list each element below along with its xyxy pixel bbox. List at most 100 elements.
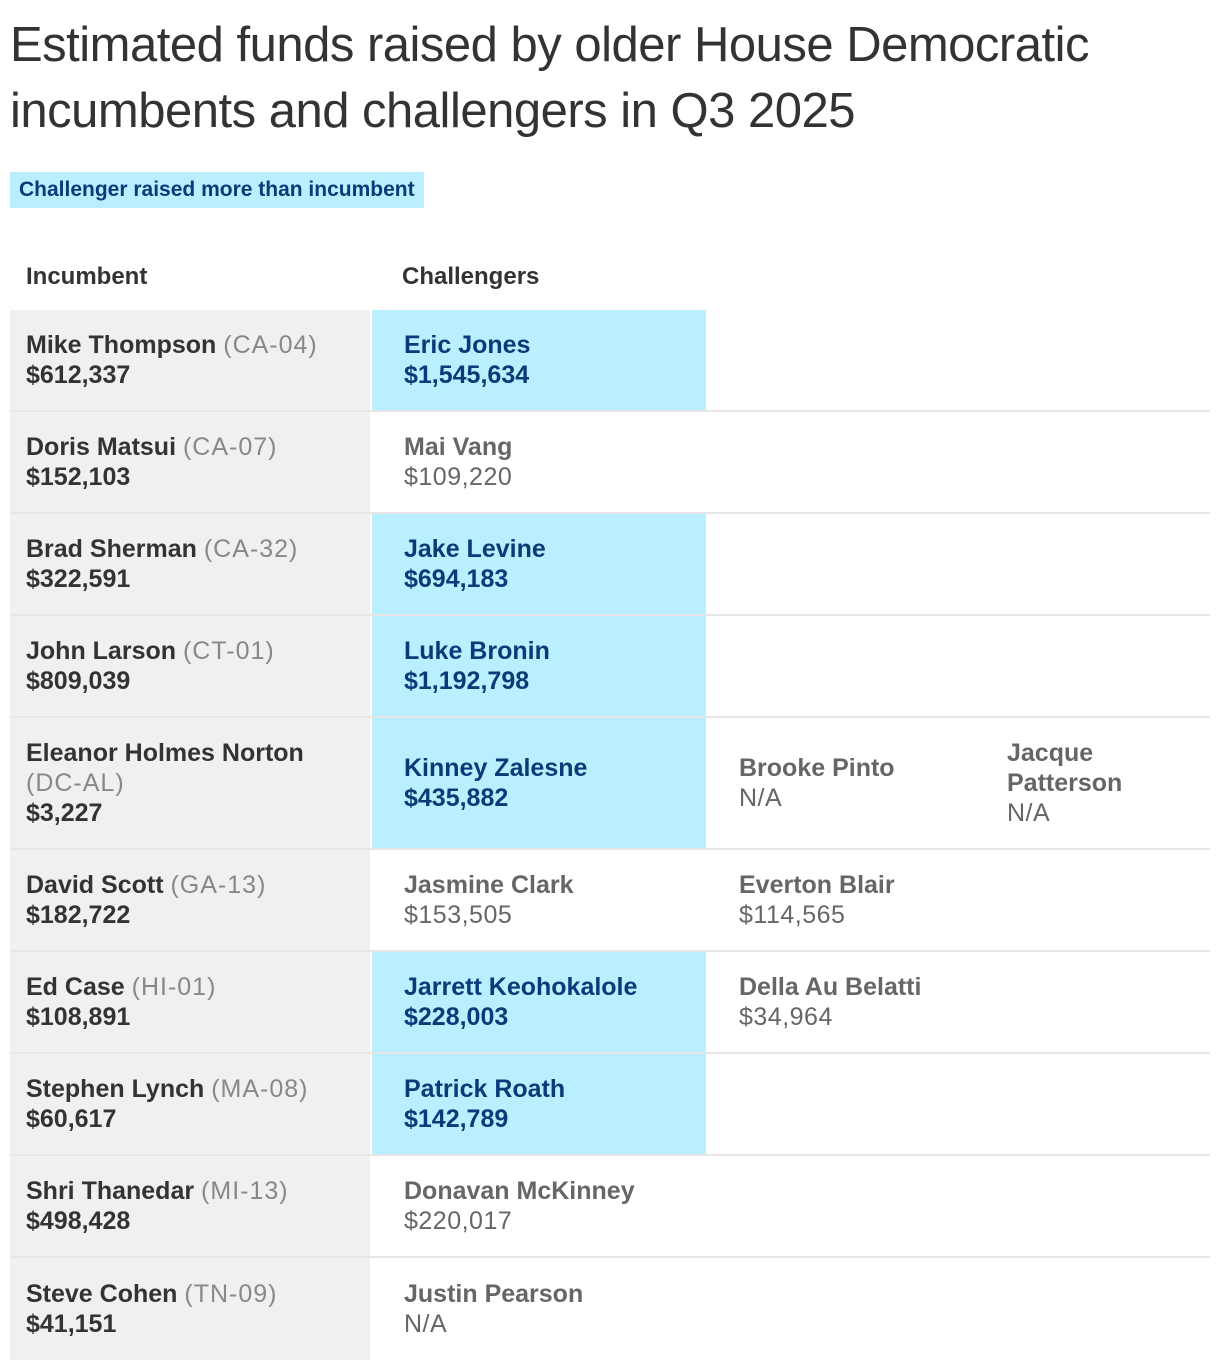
challenger-name: Justin Pearson [404,1280,584,1308]
challenger-text: Jacque Patterson N/A [1007,738,1203,828]
legend-highlight: Challenger raised more than incumbent [10,172,424,208]
incumbent-text: Ed Case (HI-01) $108,891 [26,972,356,1032]
incumbent-text: John Larson (CT-01) $809,039 [26,636,356,696]
incumbent-cell: Steve Cohen (TN-09) $41,151 [10,1258,370,1360]
incumbent-district: (CA-04) [223,331,318,359]
challenger-amount: $34,964 [739,1003,833,1031]
incumbent-text: Doris Matsui (CA-07) $152,103 [26,432,356,492]
table-row: Brad Sherman (CA-32) $322,591 Jake Levine $… [10,514,1210,616]
incumbent-cell: David Scott (GA-13) $182,722 [10,850,370,950]
incumbent-name: David Scott [26,871,164,899]
challenger-name: Mai Vang [404,433,513,461]
incumbent-cell: Eleanor Holmes Norton (DC-AL) $3,227 [10,718,370,848]
table-row: David Scott (GA-13) $182,722 Jasmine Clark… [10,850,1210,952]
incumbent-amount: $3,227 [26,799,103,827]
challenger-name: Everton Blair [739,871,895,899]
challenger-cell: Jarrett Keohokalole $228,003 [372,952,706,1052]
challenger-name: Jarrett Keohokalole [404,973,638,1001]
incumbent-cell: Shri Thanedar (MI-13) $498,428 [10,1156,370,1256]
incumbent-name: Ed Case [26,973,125,1001]
incumbent-text: David Scott (GA-13) $182,722 [26,870,356,930]
incumbent-text: Stephen Lynch (MA-08) $60,617 [26,1074,356,1134]
incumbent-name: Shri Thanedar [26,1177,195,1205]
incumbent-amount: $612,337 [26,361,131,389]
incumbent-name: John Larson [26,637,177,665]
incumbent-cell: Brad Sherman (CA-32) $322,591 [10,514,370,614]
table-row: Doris Matsui (CA-07) $152,103 Mai Vang $109… [10,412,1210,514]
challenger-amount: N/A [739,784,783,812]
challenger-cell: Della Au Belatti $34,964 [706,952,974,1052]
table-row: Mike Thompson (CA-04) $612,337 Eric Jones $… [10,310,1210,412]
incumbent-text: Brad Sherman (CA-32) $322,591 [26,534,356,594]
challenger-text: Luke Bronin $1,192,798 [404,636,698,696]
incumbent-name: Brad Sherman [26,535,197,563]
incumbent-amount: $60,617 [26,1105,117,1133]
challenger-name: Della Au Belatti [739,973,922,1001]
challenger-amount: $1,192,798 [404,667,530,695]
incumbent-name: Mike Thompson [26,331,217,359]
incumbent-amount: $809,039 [26,667,131,695]
incumbent-district: (GA-13) [170,871,267,899]
challenger-name: Donavan McKinney [404,1177,635,1205]
challenger-name: Jacque Patterson [1007,739,1123,797]
challenger-cell: Kinney Zalesne $435,882 [372,718,706,848]
challenger-cell: Jacque Patterson N/A [974,718,1210,848]
challenger-text: Kinney Zalesne $435,882 [404,753,698,813]
challenger-text: Donavan McKinney $220,017 [404,1176,698,1236]
challenger-cell: Everton Blair $114,565 [706,850,974,950]
incumbent-district: (MA-08) [211,1075,309,1103]
challenger-cell: Eric Jones $1,545,634 [372,310,706,410]
incumbent-text: Eleanor Holmes Norton (DC-AL) $3,227 [26,738,356,828]
incumbent-amount: $152,103 [26,463,131,491]
incumbent-district: (DC-AL) [26,769,125,797]
incumbent-amount: $41,151 [26,1310,117,1338]
challenger-text: Jasmine Clark $153,505 [404,870,698,930]
challenger-text: Mai Vang $109,220 [404,432,698,492]
incumbent-cell: Stephen Lynch (MA-08) $60,617 [10,1054,370,1154]
challenger-text: Jake Levine $694,183 [404,534,698,594]
challenger-cell: Jasmine Clark $153,505 [372,850,706,950]
incumbent-name: Steve Cohen [26,1280,178,1308]
challenger-name: Jake Levine [404,535,546,563]
challenger-cell: Donavan McKinney $220,017 [372,1156,706,1256]
challenger-cell: Jake Levine $694,183 [372,514,706,614]
incumbent-district: (HI-01) [131,973,217,1001]
challenger-name: Luke Bronin [404,637,550,665]
challenger-amount: $1,545,634 [404,361,530,389]
incumbent-name: Stephen Lynch [26,1075,205,1103]
incumbent-text: Shri Thanedar (MI-13) $498,428 [26,1176,356,1236]
challenger-amount: $220,017 [404,1207,513,1235]
incumbent-cell: John Larson (CT-01) $809,039 [10,616,370,716]
chart-title: Estimated funds raised by older House De… [10,18,1090,138]
challenger-amount: N/A [1007,799,1051,827]
challenger-amount: $109,220 [404,463,513,491]
challenger-amount: $694,183 [404,565,509,593]
challenger-cell: Patrick Roath $142,789 [372,1054,706,1154]
challenger-name: Jasmine Clark [404,871,574,899]
challenger-text: Jarrett Keohokalole $228,003 [404,972,698,1032]
incumbent-district: (MI-13) [201,1177,289,1205]
incumbent-amount: $182,722 [26,901,131,929]
challenger-name: Eric Jones [404,331,531,359]
table-row: John Larson (CT-01) $809,039 Luke Bronin $1… [10,616,1210,718]
challenger-text: Everton Blair $114,565 [739,870,967,930]
challenger-amount: $114,565 [739,901,846,929]
challenger-name: Kinney Zalesne [404,754,588,782]
challenger-name: Brooke Pinto [739,754,895,782]
incumbent-district: (CA-32) [203,535,299,563]
funds-table: Mike Thompson (CA-04) $612,337 Eric Jones $… [10,310,1210,1360]
challenger-cell: Mai Vang $109,220 [372,412,706,512]
table-row: Stephen Lynch (MA-08) $60,617 Patrick Roat… [10,1054,1210,1156]
table-row: Ed Case (HI-01) $108,891 Jarrett Keohokalo… [10,952,1210,1054]
challenger-text: Eric Jones $1,545,634 [404,330,698,390]
challenger-text: Patrick Roath $142,789 [404,1074,698,1134]
table-row: Eleanor Holmes Norton (DC-AL) $3,227 Kinne… [10,718,1210,850]
incumbent-cell: Mike Thompson (CA-04) $612,337 [10,310,370,410]
challenger-cell: Justin Pearson N/A [372,1258,706,1360]
incumbent-district: (CT-01) [182,637,275,665]
challenger-amount: $142,789 [404,1105,509,1133]
incumbent-cell: Doris Matsui (CA-07) $152,103 [10,412,370,512]
challenger-text: Della Au Belatti $34,964 [739,972,967,1032]
incumbent-district: (TN-09) [184,1280,278,1308]
challenger-cell: Luke Bronin $1,192,798 [372,616,706,716]
